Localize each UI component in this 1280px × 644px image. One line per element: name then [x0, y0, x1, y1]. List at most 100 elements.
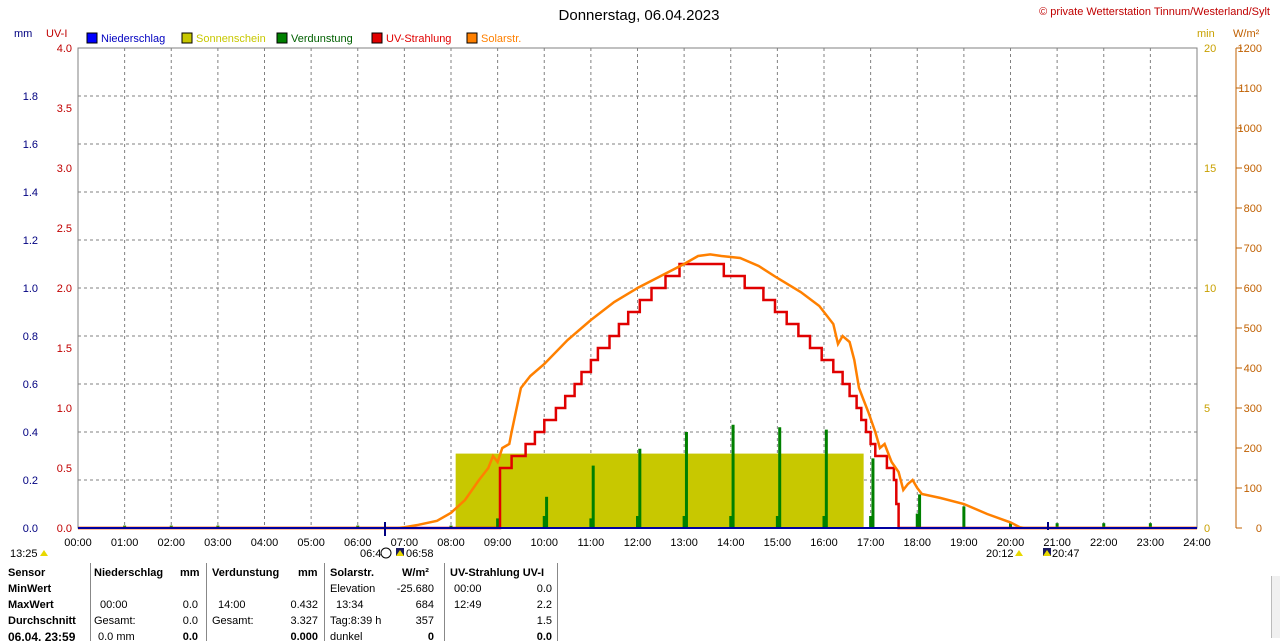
sunshine-bar-rect [455, 453, 864, 528]
legend-swatch-niederschlag [86, 32, 98, 44]
right-axis-unit-wm2: W/m² [1233, 28, 1260, 40]
uv-tick-label: 3.5 [57, 103, 72, 115]
solar-tag-val: 357 [415, 615, 434, 627]
niederschlag-max-val: 0.0 [182, 599, 198, 611]
wm2-tick-label: 900 [1244, 163, 1262, 175]
sunshine-bar [455, 453, 864, 528]
sunrise-sun-icon [396, 550, 404, 556]
stats-scrollbar[interactable] [1271, 576, 1280, 638]
legend-label-solar: Solarstr. [481, 33, 521, 45]
stats-divider-3 [324, 563, 325, 641]
right-axis-unit-min: min [1197, 28, 1215, 40]
mm-tick-label: 0.2 [23, 475, 38, 487]
chart-axes: 0.0 0.2 0.4 0.6 0.8 1.0 1.2 1.4 1.6 1.8 0.0 0.5 1.0 1… [23, 43, 1262, 549]
uv-max-val: 2.2 [536, 599, 552, 611]
verdunstung-max-val: 0.432 [290, 599, 318, 611]
stats-divider-1 [90, 563, 91, 641]
left-axis-unit-uv: UV-I [46, 28, 67, 40]
mm-tick-label: 0.8 [23, 331, 38, 343]
solar-elevation-label: Elevation [330, 583, 376, 595]
verdunstung-max-time: 14:00 [218, 599, 246, 611]
x-tick-label: 16:00 [810, 537, 838, 549]
sun-triangle-icon [40, 550, 48, 556]
uv-tick-label: 4.0 [57, 43, 72, 55]
dusk-label: 20:47 [1052, 548, 1080, 560]
stats-header-niederschlag: Niederschlag [94, 567, 164, 579]
stats-header-mm2: mm [298, 567, 318, 579]
x-tick-label: 05:00 [297, 537, 325, 549]
x-tick-label: 11:00 [578, 537, 605, 549]
dusk-sun-icon [1043, 550, 1051, 556]
now-time-label: 13:25 [10, 548, 38, 560]
uv-tick-label: 3.0 [57, 163, 72, 175]
stats-header-mm1: mm [180, 567, 200, 579]
legend: Niederschlag Sonnenschein Verdunstung UV… [86, 32, 521, 45]
uv-max-time: 12:49 [454, 599, 482, 611]
wm2-tick-label: 100 [1244, 483, 1262, 495]
stats-row-durchschnitt: Durchschnitt [8, 615, 76, 627]
x-tick-label: 22:00 [1090, 537, 1118, 549]
niederschlag-max-time: 00:00 [100, 599, 128, 611]
stats-header-solar: Solarstr. [330, 567, 375, 579]
mm-tick-label: 0.0 [23, 523, 38, 535]
min-tick-label: 10 [1204, 283, 1216, 295]
uv-tick-label: 1.5 [57, 343, 72, 355]
x-tick-label: 13:00 [670, 537, 698, 549]
x-tick-label: 19:00 [950, 537, 978, 549]
legend-swatch-solar [466, 32, 478, 44]
sunrise-label: 06:58 [406, 548, 434, 560]
uv-min-val: 0.0 [536, 583, 552, 595]
stats-header-verdunstung: Verdunstung [212, 567, 280, 579]
mm-tick-label: 0.6 [23, 379, 38, 391]
wm2-tick-label: 300 [1244, 403, 1262, 415]
solar-dunkel-val: 0 [427, 631, 434, 643]
stats-row-footer-date: 06.04. 23:59 [8, 630, 76, 644]
verdunstung-gesamt-label: Gesamt: [212, 615, 254, 627]
legend-swatch-verdunstung [276, 32, 288, 44]
copyright-text: © private Wetterstation Tinnum/Westerlan… [1039, 6, 1270, 18]
wm2-tick-label: 600 [1244, 283, 1262, 295]
min-tick-label: 15 [1204, 163, 1216, 175]
x-tick-label: 21:00 [1043, 537, 1071, 549]
wm2-tick-label: 400 [1244, 363, 1262, 375]
legend-swatch-sonnenschein [181, 32, 193, 44]
wm2-tick-label: 200 [1244, 443, 1262, 455]
legend-label-verdunstung: Verdunstung [291, 33, 353, 45]
sun-markers: 13:25 06:4 06:58 20:12 20:47 [10, 522, 1080, 560]
chart-grid [78, 48, 1197, 528]
x-tick-label: 03:00 [204, 537, 232, 549]
wm2-tick-label: 0 [1256, 523, 1262, 535]
x-tick-label: 08:00 [437, 537, 465, 549]
mm-tick-label: 1.0 [23, 283, 38, 295]
mm-tick-label: 1.6 [23, 139, 38, 151]
legend-label-sonnenschein: Sonnenschein [196, 33, 266, 45]
verdunstung-gesamt: 3.327 [290, 615, 318, 627]
x-tick-label: 06:00 [344, 537, 372, 549]
x-tick-label: 15:00 [764, 537, 792, 549]
x-tick-label: 07:00 [391, 537, 419, 549]
legend-label-uv: UV-Strahlung [386, 33, 451, 45]
x-tick-label: 01:00 [111, 537, 139, 549]
stats-header-uv: UV-Strahlung UV-I [450, 567, 545, 579]
uv-tick-label: 2.0 [57, 283, 72, 295]
niederschlag-gesamt-label: Gesamt: [94, 615, 136, 627]
wm2-tick-label: 1000 [1238, 123, 1262, 135]
mm-tick-label: 1.2 [23, 235, 38, 247]
stats-row-maxwert: MaxWert [8, 599, 54, 611]
wm2-tick-label: 500 [1244, 323, 1262, 335]
niederschlag-gesamt: 0.0 [182, 615, 198, 627]
sunrise-circle-icon [380, 547, 392, 559]
x-tick-label: 02:00 [157, 537, 185, 549]
uv-tick-label: 0.5 [57, 463, 72, 475]
mm-tick-label: 1.8 [23, 91, 38, 103]
solar-tag-label: Tag:8:39 h [330, 615, 382, 627]
uv-tick-label: 2.5 [57, 223, 72, 235]
x-tick-label: 10:00 [530, 537, 558, 549]
x-tick-label: 04:00 [251, 537, 279, 549]
stats-row-minwert: MinWert [8, 583, 52, 595]
x-tick-label: 20:00 [997, 537, 1025, 549]
x-tick-label: 09:00 [484, 537, 512, 549]
uv-min-time: 00:00 [454, 583, 482, 595]
x-tick-label: 12:00 [624, 537, 652, 549]
